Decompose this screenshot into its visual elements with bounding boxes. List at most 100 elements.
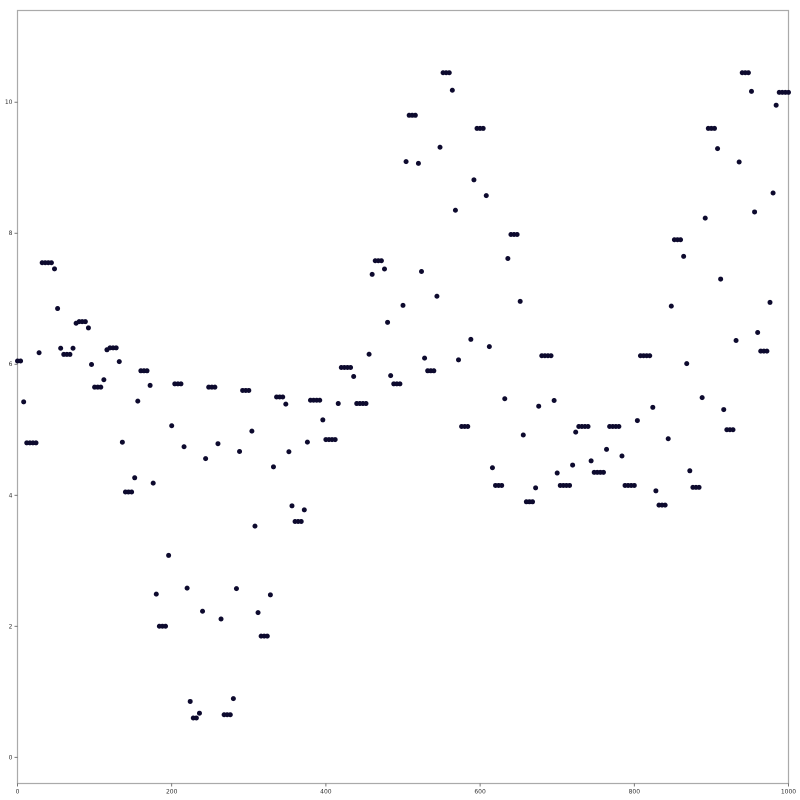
- data-point: [363, 401, 369, 407]
- data-point: [764, 348, 770, 354]
- data-point: [317, 397, 323, 403]
- data-point: [548, 353, 554, 359]
- data-point: [536, 403, 542, 409]
- data-point: [36, 350, 42, 356]
- data-point: [415, 160, 421, 166]
- x-tick-label: 600: [474, 789, 486, 796]
- data-point: [196, 710, 202, 716]
- data-point: [403, 159, 409, 165]
- data-point: [335, 401, 341, 407]
- data-point: [665, 436, 671, 442]
- data-point: [449, 87, 455, 93]
- data-point: [600, 469, 606, 475]
- data-point: [647, 353, 653, 359]
- data-point: [733, 338, 739, 343]
- data-point: [116, 359, 122, 365]
- y-tick-label: 10: [5, 99, 13, 106]
- data-point: [397, 381, 403, 387]
- data-point: [736, 159, 742, 165]
- data-point: [721, 407, 727, 413]
- data-point: [412, 112, 418, 118]
- data-point: [715, 146, 721, 152]
- data-point: [570, 462, 576, 468]
- data-point: [499, 482, 505, 488]
- data-point: [351, 374, 357, 380]
- data-point: [233, 586, 239, 592]
- data-point: [400, 302, 406, 308]
- data-point: [748, 88, 754, 94]
- data-points: [15, 70, 791, 721]
- data-point: [388, 373, 394, 379]
- data-point: [483, 193, 489, 199]
- data-point: [752, 209, 758, 215]
- data-point: [33, 440, 39, 446]
- data-point: [52, 266, 58, 272]
- data-point: [514, 232, 520, 238]
- data-point: [730, 427, 736, 433]
- data-point: [237, 448, 243, 454]
- data-point: [264, 633, 270, 639]
- data-point: [70, 345, 76, 351]
- data-point: [588, 458, 594, 464]
- data-point: [283, 401, 289, 407]
- data-point: [169, 423, 175, 429]
- data-point: [129, 489, 135, 495]
- data-point: [227, 712, 233, 718]
- data-point: [21, 399, 27, 405]
- data-point: [378, 258, 384, 264]
- data-point: [270, 464, 276, 470]
- plot-frame: [16, 9, 790, 785]
- data-point: [119, 439, 125, 445]
- data-point: [230, 696, 236, 702]
- data-point: [745, 70, 751, 76]
- data-point: [619, 453, 625, 459]
- data-point: [181, 444, 187, 450]
- data-point: [668, 303, 674, 309]
- data-point: [650, 404, 656, 410]
- data-point: [280, 394, 286, 400]
- data-point: [163, 623, 169, 629]
- data-point: [434, 293, 440, 299]
- data-point: [431, 368, 437, 374]
- data-point: [505, 256, 511, 261]
- data-point: [252, 523, 258, 529]
- data-point: [465, 423, 471, 429]
- data-point: [348, 365, 354, 371]
- data-point: [684, 361, 690, 367]
- data-point: [773, 102, 779, 108]
- y-tick-label: 8: [9, 230, 13, 237]
- data-point: [289, 503, 295, 509]
- data-point: [55, 306, 61, 312]
- data-point: [212, 384, 218, 390]
- data-point: [246, 387, 252, 393]
- x-tick-label: 400: [320, 789, 332, 796]
- data-point: [113, 345, 119, 351]
- x-tick-label: 0: [16, 789, 20, 796]
- data-point: [631, 482, 637, 488]
- data-point: [187, 698, 193, 704]
- data-point: [58, 345, 64, 351]
- data-point: [85, 325, 91, 331]
- data-point: [298, 518, 304, 524]
- data-point: [554, 470, 560, 476]
- data-point: [520, 432, 526, 438]
- data-point: [184, 585, 190, 591]
- data-point: [153, 591, 159, 597]
- data-point: [486, 344, 492, 350]
- data-point: [696, 484, 702, 490]
- data-point: [456, 357, 462, 363]
- data-point: [755, 329, 761, 335]
- data-point: [320, 417, 326, 423]
- data-point: [218, 616, 224, 622]
- data-point: [366, 351, 372, 357]
- data-point: [530, 499, 536, 505]
- data-point: [101, 377, 107, 383]
- data-point: [286, 449, 292, 455]
- data-point: [681, 253, 687, 259]
- y-tick-label: 4: [9, 492, 13, 499]
- data-point: [382, 266, 387, 272]
- data-point: [385, 319, 391, 325]
- data-point: [178, 381, 184, 387]
- data-point: [249, 428, 255, 434]
- data-point: [267, 592, 273, 598]
